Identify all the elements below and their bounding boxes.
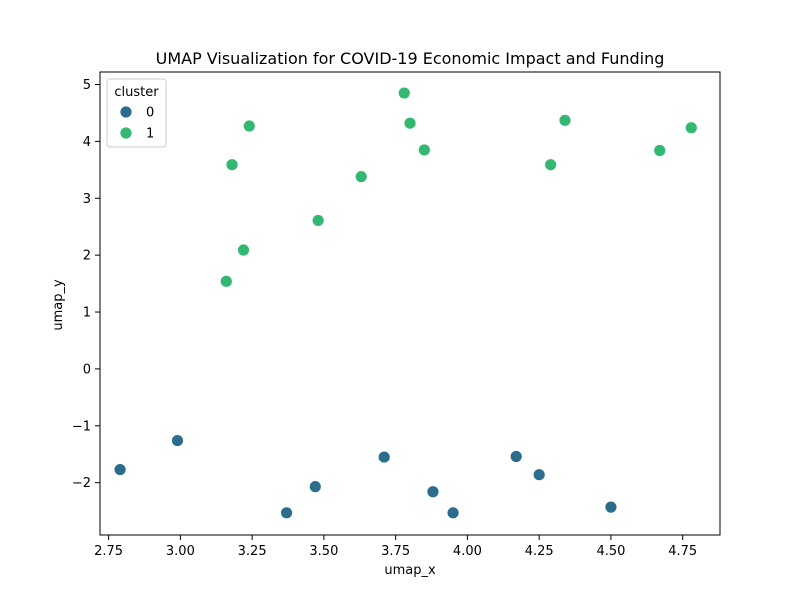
axes-frame xyxy=(99,71,721,536)
data-point-cluster-1 xyxy=(397,86,411,100)
x-tick-label: 2.75 xyxy=(94,544,123,559)
data-point-cluster-0 xyxy=(446,506,460,520)
data-point-cluster-1 xyxy=(558,113,572,127)
data-point-cluster-1 xyxy=(684,121,698,135)
x-tick-label: 4.75 xyxy=(668,544,697,559)
legend: cluster 0 1 xyxy=(106,78,167,148)
y-tick-label: 5 xyxy=(83,78,91,93)
data-point-cluster-1 xyxy=(403,116,417,130)
data-point-cluster-1 xyxy=(417,143,431,157)
data-point-cluster-0 xyxy=(308,480,322,494)
data-point-cluster-0 xyxy=(280,506,293,520)
y-tick-label: −1 xyxy=(72,419,91,434)
data-point-cluster-0 xyxy=(532,468,546,482)
data-point-cluster-0 xyxy=(604,500,618,514)
y-tick-label: 3 xyxy=(83,192,91,207)
y-tick-label: 1 xyxy=(83,306,91,321)
x-tick-label: 4.50 xyxy=(596,544,625,559)
data-point-cluster-0 xyxy=(377,450,391,464)
y-tick-label: −2 xyxy=(72,476,91,491)
legend-label-cluster-0: 0 xyxy=(146,106,154,121)
data-point-cluster-1 xyxy=(354,170,368,184)
data-point-cluster-1 xyxy=(225,158,239,172)
x-tick-label: 3.00 xyxy=(166,544,195,559)
legend-marker-cluster-0 xyxy=(119,105,133,119)
legend-label-cluster-1: 1 xyxy=(146,127,154,142)
data-point-cluster-0 xyxy=(171,434,184,447)
data-point-cluster-0 xyxy=(113,463,127,476)
data-point-cluster-0 xyxy=(426,485,440,499)
legend-marker-cluster-1 xyxy=(119,126,133,140)
data-point-cluster-0 xyxy=(509,450,523,463)
x-tick-label: 3.75 xyxy=(381,544,410,559)
y-tick-label: 2 xyxy=(83,249,91,264)
chart-title: UMAP Visualization for COVID-19 Economic… xyxy=(156,49,665,68)
data-point-cluster-1 xyxy=(311,214,325,227)
x-axis-label: umap_x xyxy=(384,563,436,578)
y-tick-label: 0 xyxy=(83,362,91,377)
x-tick-label: 3.25 xyxy=(238,544,267,559)
plot-area: 2.75 3.00 3.25 3.50 3.75 4.00 4.25 4.50 4.75 −2 −1… xyxy=(72,71,721,559)
data-point-cluster-1 xyxy=(653,144,667,157)
data-point-cluster-1 xyxy=(237,243,250,257)
data-point-cluster-1 xyxy=(242,119,256,133)
x-tick-label: 3.50 xyxy=(309,544,338,559)
legend-title: cluster xyxy=(114,85,159,100)
data-point-cluster-1 xyxy=(219,274,233,288)
x-tick-label: 4.00 xyxy=(453,544,482,559)
data-point-cluster-1 xyxy=(544,158,558,172)
x-tick-label: 4.25 xyxy=(525,544,554,559)
y-tick-label: 4 xyxy=(83,135,91,150)
y-axis-label: umap_y xyxy=(51,279,66,331)
